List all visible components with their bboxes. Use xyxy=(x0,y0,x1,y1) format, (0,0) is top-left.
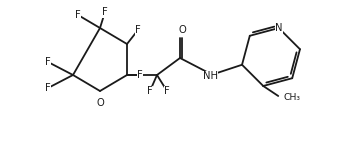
Text: F: F xyxy=(45,83,51,93)
Text: F: F xyxy=(75,10,81,20)
Text: CH₃: CH₃ xyxy=(283,93,300,102)
Text: F: F xyxy=(45,57,51,67)
Text: F: F xyxy=(102,7,108,17)
Text: F: F xyxy=(164,86,170,96)
Text: NH: NH xyxy=(202,71,217,81)
Text: F: F xyxy=(137,70,143,80)
Text: N: N xyxy=(275,23,282,33)
Text: F: F xyxy=(135,25,141,35)
Text: O: O xyxy=(96,98,104,108)
Text: O: O xyxy=(178,25,186,35)
Text: F: F xyxy=(147,86,153,96)
